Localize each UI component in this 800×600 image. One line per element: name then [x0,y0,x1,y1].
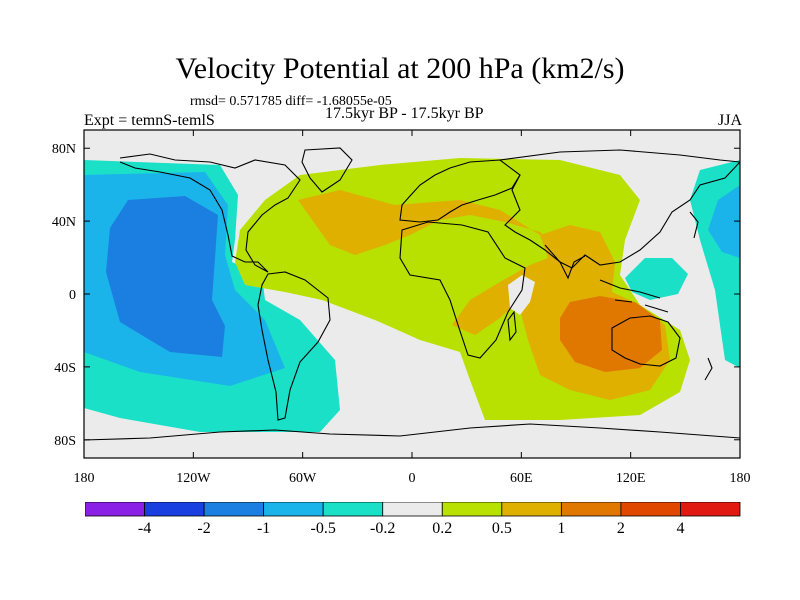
coast-india [544,244,586,280]
coast-greenland [301,147,353,193]
contour-region-westpac-light-negative [625,258,688,300]
colorbar-swatch [680,502,741,517]
lat-tick-label: 40N [52,215,76,230]
colorbar-level-label: 1 [557,520,566,537]
colorbar-swatch [203,502,265,517]
lon-tick-label: 60W [289,471,317,486]
coastlines [84,147,740,441]
colorbar-level-label: -1 [256,520,271,537]
colorbar-level-label: 0.2 [432,520,453,537]
colorbar-swatch [441,502,503,517]
coast-indonesia [599,279,669,313]
lon-tick-label: 120W [176,471,211,486]
lon-tick-label: 120E [616,471,646,486]
period-label: 17.5kyr BP - 17.5kyr BP [325,105,484,122]
colorbar-level-label: -2 [197,520,211,537]
coast-africa [399,221,526,359]
lon-tick-label: 180 [730,471,751,486]
colorbar [85,502,741,517]
colorbar-level-label: 4 [676,520,685,537]
colorbar-swatch [263,502,324,517]
coast-antarctica [84,423,740,441]
season-label: JJA [717,112,742,129]
lon-tick-labels: 180 120W 60W 0 60E 120E 180 [74,471,751,486]
contour-region-neutral-east-africa [508,275,535,315]
contour-region-east-moderate-negative [708,185,740,258]
colorbar-swatch [620,502,681,517]
colorbar-swatch [501,502,562,517]
axis-ticks [83,130,741,458]
chart-title: Velocity Potential at 200 hPa (km2/s) [175,52,625,85]
lat-tick-label: 80S [54,434,76,449]
lat-tick-labels: 80N 40N 0 40S 80S [52,142,76,449]
contour-region-pacific-strong-negative [106,196,225,357]
contour-region-moderate-positive-africa [298,190,560,335]
colorbar-level-label: -0.2 [370,520,396,537]
colorbar-swatch [560,502,622,517]
lon-tick-label: 180 [74,471,95,486]
colorbar-level-label: -4 [137,520,152,537]
colorbar-level-label: 0.5 [491,520,512,537]
colorbar-swatch [144,502,205,517]
coast-asia [499,149,740,269]
colorbar-swatch [382,502,443,517]
lon-tick-label: 0 [409,471,416,486]
contour-region-strong-positive [560,296,662,372]
lon-tick-label: 60E [510,471,533,486]
coast-new-zealand [704,357,713,381]
experiment-label: Expt = temnS-temlS [84,112,215,129]
colorbar-level-label: -0.5 [310,520,336,537]
coast-south-america [257,271,331,421]
lat-tick-label: 80N [52,142,76,157]
coast-north-america [119,153,301,273]
colorbar-level-label: 2 [616,520,625,537]
coast-australia [611,315,681,367]
coast-madagascar [507,310,517,342]
contour-fill-layer [84,158,740,432]
stats-line: rmsd= 0.571785 diff= -1.68055e-05 [190,94,392,109]
coast-japan [689,211,699,239]
colorbar-swatch [322,502,384,517]
lat-tick-label: 40S [54,361,76,376]
colorbar-swatch [85,502,145,517]
lat-tick-label: 0 [69,288,76,303]
